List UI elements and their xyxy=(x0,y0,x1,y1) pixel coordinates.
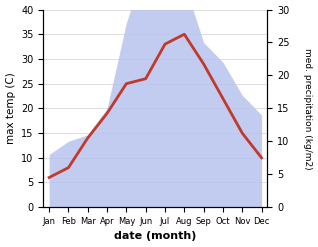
Y-axis label: max temp (C): max temp (C) xyxy=(5,72,16,144)
Y-axis label: med. precipitation (kg/m2): med. precipitation (kg/m2) xyxy=(303,48,313,169)
X-axis label: date (month): date (month) xyxy=(114,231,197,242)
